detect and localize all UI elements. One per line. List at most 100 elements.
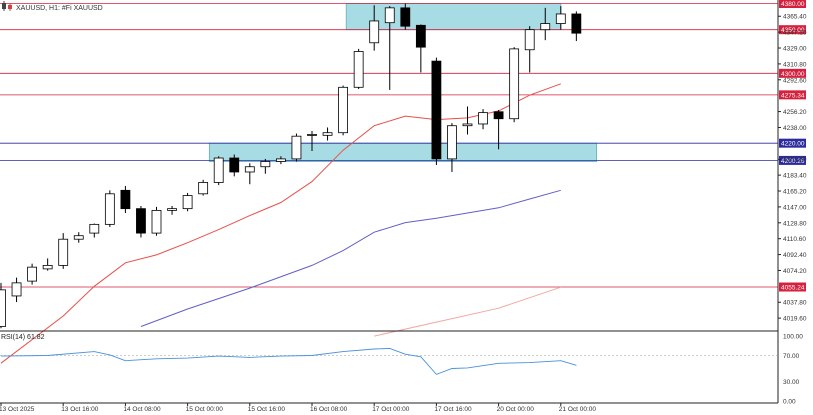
price-tick-label: 4201.60 bbox=[783, 157, 807, 164]
price-tick-label: 4110.60 bbox=[783, 236, 806, 243]
price-tick-label: 4019.60 bbox=[783, 316, 807, 323]
time-tick-label: 15 Oct 00:00 bbox=[186, 406, 224, 413]
candle[interactable] bbox=[58, 233, 69, 269]
candle[interactable] bbox=[136, 206, 146, 238]
time-tick-label: 21 Oct 00:00 bbox=[559, 406, 597, 413]
candle-body-bullish bbox=[524, 29, 535, 51]
candles-layer[interactable] bbox=[0, 3, 582, 329]
candle[interactable] bbox=[104, 190, 115, 227]
candle-body-bullish bbox=[447, 125, 457, 160]
price-level-badge bbox=[779, 155, 806, 165]
candle[interactable] bbox=[400, 3, 411, 30]
candle[interactable] bbox=[0, 282, 6, 329]
candle-body-bullish bbox=[291, 135, 302, 160]
time-tick-label: 16 Oct 08:00 bbox=[310, 406, 348, 413]
price-axis[interactable]: 4365.40 4347.20 4329.00 4310.80 4292.60 4256.… bbox=[0, 0, 807, 404]
chart-header: XAUUSD, H1: #Fi XAUUSD bbox=[2, 1, 103, 12]
candle-body-bearish bbox=[415, 24, 426, 48]
candle[interactable] bbox=[229, 154, 240, 177]
price-tick-label: 4310.80 bbox=[783, 61, 807, 68]
time-tick-label: 14 Oct 08:00 bbox=[123, 406, 161, 413]
candle[interactable] bbox=[182, 192, 193, 212]
candle[interactable] bbox=[89, 223, 100, 238]
candle[interactable] bbox=[244, 163, 255, 185]
candle[interactable] bbox=[322, 127, 333, 141]
candle-body-bullish bbox=[244, 166, 255, 173]
candle-body-bullish bbox=[307, 134, 317, 136]
price-level-badge bbox=[779, 138, 806, 148]
candle[interactable] bbox=[120, 185, 131, 214]
candle[interactable] bbox=[11, 277, 22, 303]
candle-body-bullish bbox=[167, 208, 177, 211]
candle-body-bullish bbox=[540, 23, 551, 31]
support-resistance-zone bbox=[208, 142, 597, 162]
candle-body-bullish bbox=[0, 289, 6, 327]
price-level-label: 4275.34 bbox=[781, 92, 805, 99]
price-level-label: 4350.00 bbox=[781, 27, 805, 34]
price-tick-label: 4128.80 bbox=[783, 220, 807, 227]
candle[interactable] bbox=[462, 106, 473, 135]
candle[interactable] bbox=[384, 6, 395, 90]
candle[interactable] bbox=[260, 158, 271, 174]
candle[interactable] bbox=[431, 57, 442, 165]
candle[interactable] bbox=[353, 48, 364, 90]
moving-average-line bbox=[0, 83, 561, 364]
price-tick-label: 4165.20 bbox=[783, 189, 807, 196]
candle[interactable] bbox=[509, 47, 520, 123]
time-tick-label: 17 Oct 00:00 bbox=[372, 406, 410, 413]
candle-body-bullish bbox=[555, 13, 566, 24]
candle[interactable] bbox=[369, 5, 380, 51]
candle[interactable] bbox=[27, 263, 38, 285]
price-level-badge bbox=[779, 0, 806, 8]
rsi-tick-label: 100.00 bbox=[783, 334, 803, 341]
candle[interactable] bbox=[291, 133, 302, 162]
candle[interactable] bbox=[415, 24, 426, 73]
rsi-tick-label: 70.00 bbox=[783, 353, 800, 360]
candle-body-bullish bbox=[369, 20, 380, 44]
candle[interactable] bbox=[198, 179, 209, 196]
candle[interactable] bbox=[151, 206, 162, 236]
price-tick-label: 4238.00 bbox=[783, 125, 807, 132]
candle[interactable] bbox=[167, 206, 177, 215]
time-tick-label: 13 Oct 2025 bbox=[0, 406, 35, 413]
rsi-label: RSI(14) 61.82 bbox=[1, 334, 45, 341]
price-tick-label: 4092.40 bbox=[783, 252, 807, 259]
time-axis[interactable]: 13 Oct 2025 13 Oct 16:00 14 Oct 08:00 15 Oc… bbox=[0, 403, 596, 413]
candle[interactable] bbox=[338, 85, 349, 136]
price-tick-label: 4183.40 bbox=[783, 173, 807, 180]
candle-body-bullish bbox=[151, 209, 162, 234]
candle[interactable] bbox=[73, 232, 84, 243]
candle-body-bullish bbox=[73, 235, 84, 240]
price-level-badge bbox=[779, 282, 806, 292]
candle[interactable] bbox=[540, 7, 551, 41]
support-resistance-zone bbox=[345, 3, 562, 31]
candle-body-bullish bbox=[58, 238, 69, 266]
rsi-line bbox=[0, 347, 577, 375]
price-tick-label: 4347.20 bbox=[783, 30, 807, 37]
candle[interactable] bbox=[478, 109, 488, 130]
candle[interactable] bbox=[571, 11, 582, 42]
price-level-label: 4200.26 bbox=[781, 158, 805, 165]
candle[interactable] bbox=[493, 110, 504, 150]
candle[interactable] bbox=[42, 258, 53, 271]
chart-title: XAUUSD, H1: #Fi XAUUSD bbox=[16, 5, 103, 12]
price-level-badge bbox=[779, 90, 806, 100]
candle-body-bullish bbox=[509, 48, 520, 120]
candle[interactable] bbox=[555, 6, 566, 30]
candle[interactable] bbox=[213, 156, 224, 186]
candle[interactable] bbox=[524, 26, 535, 73]
candle-body-bullish bbox=[322, 132, 333, 136]
candle-body-bullish bbox=[182, 195, 193, 210]
candle[interactable] bbox=[275, 156, 286, 165]
moving-averages-layer bbox=[0, 83, 561, 364]
candle-body-bullish bbox=[338, 86, 349, 134]
candle[interactable] bbox=[447, 123, 457, 172]
time-tick-label: 13 Oct 16:00 bbox=[61, 406, 99, 413]
candle-body-bearish bbox=[229, 157, 240, 173]
price-level-label: 4300.00 bbox=[781, 71, 805, 78]
rsi-tick-label: 30.00 bbox=[783, 379, 800, 386]
time-tick-label: 15 Oct 16:00 bbox=[248, 406, 286, 413]
candle[interactable] bbox=[307, 130, 317, 152]
